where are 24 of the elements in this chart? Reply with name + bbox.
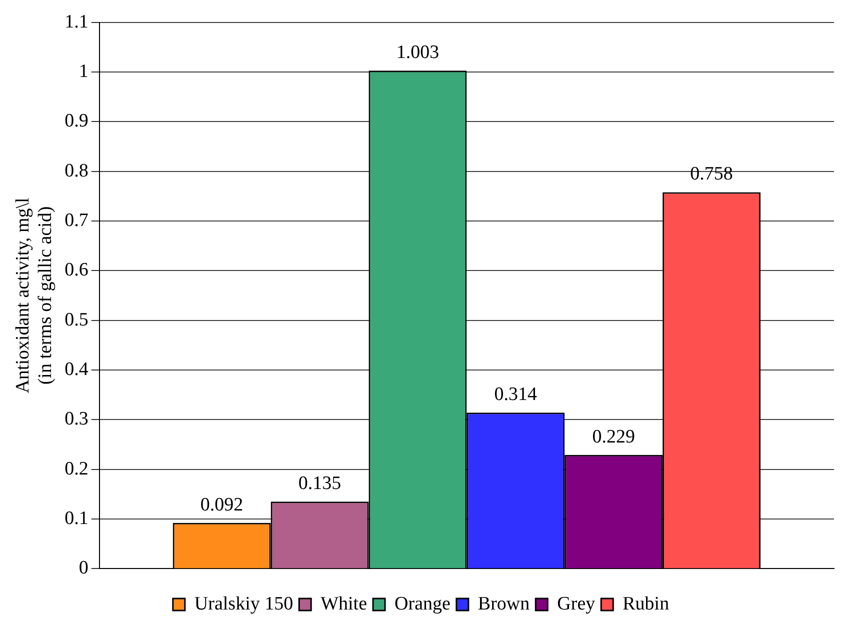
- data-label: 1.003: [396, 42, 440, 64]
- legend-label: Grey: [557, 593, 596, 614]
- data-label: 0.135: [298, 473, 342, 494]
- data-label: 0.092: [200, 494, 244, 516]
- y-tick-label: 0.2: [64, 458, 88, 480]
- y-tick-label: 0.5: [64, 309, 88, 330]
- legend-label: White: [320, 593, 368, 614]
- legend-label: Uralskiy 150: [194, 593, 294, 614]
- y-tick-label: 0.3: [64, 408, 88, 430]
- y-tick-label: 0.1: [64, 508, 88, 529]
- y-axis-title: Antioxidant activity, mg\l (in terms of gallic acid): [12, 198, 56, 394]
- legend-label: Brown: [478, 593, 530, 614]
- y-tick-label: 1: [78, 61, 88, 82]
- legend-label: Orange: [394, 593, 450, 614]
- y-tick-label: 0: [78, 558, 88, 579]
- y-tick-label: 1.1: [64, 11, 88, 32]
- y-tick-label: 0.4: [64, 358, 89, 380]
- y-tick-label: 0.6: [64, 260, 88, 281]
- y-tick-label: 0.8: [64, 160, 88, 182]
- legend-label: Rubin: [622, 593, 670, 614]
- data-label: 0.314: [494, 384, 538, 406]
- y-tick-label: 0.7: [64, 210, 88, 232]
- y-tick-label: 0.9: [64, 110, 88, 132]
- data-label: 0.229: [592, 426, 635, 448]
